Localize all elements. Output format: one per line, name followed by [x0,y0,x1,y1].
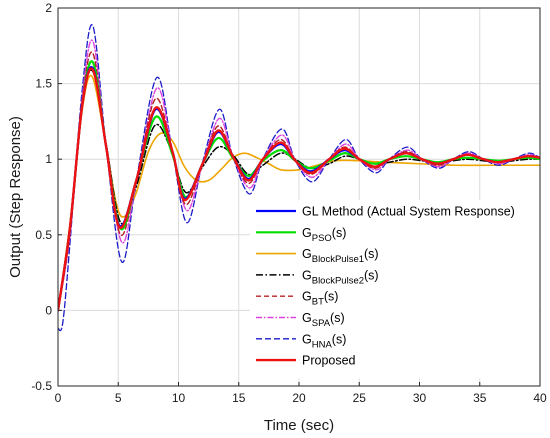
legend-label-bt: GBT(s) [302,290,338,308]
legend-box [250,200,539,379]
legend-label-hna: GHNA(s) [302,332,346,350]
y-tick-label: 0 [45,303,52,317]
x-tick-label: 15 [232,391,246,405]
legend-label-pso: GPSO(s) [302,226,346,244]
x-tick-label: 20 [292,391,306,405]
x-tick-label: 40 [533,391,547,405]
legend: GL Method (Actual System Response) GPSO(s… [250,200,539,379]
series-lines [58,24,540,332]
x-axis-title: Time (sec) [264,417,334,434]
series-line-proposed [58,67,540,312]
y-tick-label: 1 [45,152,52,166]
y-tick-label: -0.5 [31,379,52,393]
axis-ticks: 0 5 10 15 20 25 30 35 40-0.500.511.52 [31,1,547,405]
legend-label-gl: GL Method (Actual System Response) [302,205,515,219]
legend-label-bp1: GBlockPulse1(s) [302,247,379,265]
y-tick-label: 0.5 [35,228,52,242]
legend-label-spa: GSPA(s) [302,311,345,329]
x-tick-label: 25 [353,391,367,405]
y-axis-title: Output (Step Response) [7,116,24,278]
y-tick-label: 1.5 [35,77,52,91]
x-tick-label: 30 [413,391,427,405]
plot-area [58,24,540,332]
y-tick-label: 2 [45,1,52,15]
legend-label-proposed: Proposed [302,354,356,368]
legend-label-bp2: GBlockPulse2(s) [302,268,379,286]
x-tick-label: 5 [115,391,122,405]
x-tick-label: 0 [55,391,62,405]
x-tick-label: 35 [473,391,487,405]
x-tick-label: 10 [172,391,186,405]
